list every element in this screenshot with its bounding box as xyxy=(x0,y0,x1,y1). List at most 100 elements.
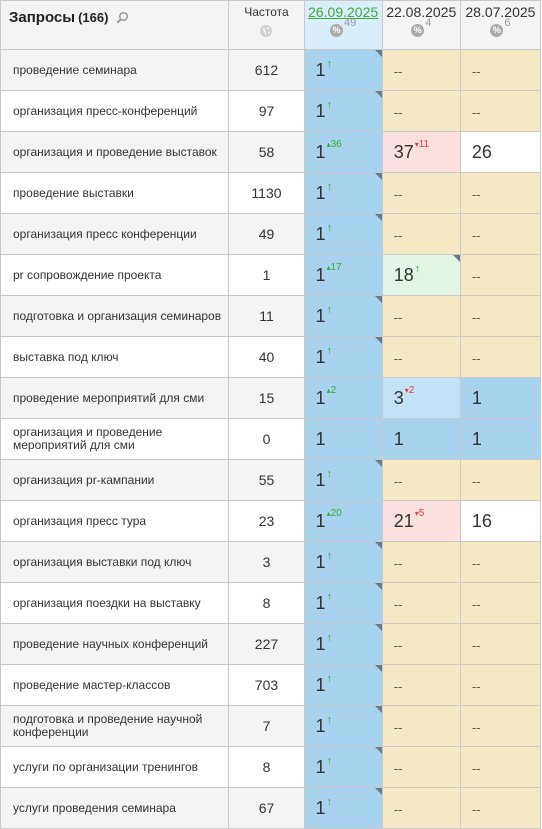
up-arrow-icon: ↑ xyxy=(326,631,333,644)
position-cell-date-2[interactable]: 37▾11 xyxy=(381,131,461,173)
query-cell[interactable]: услуги по организации тренингов xyxy=(0,746,230,788)
position-cell-date-2[interactable]: 21▾5 xyxy=(381,500,461,542)
query-cell[interactable]: проведение мастер-классов xyxy=(0,664,230,706)
position-cell-date-3[interactable]: 16 xyxy=(459,500,542,542)
position-cell-date-1[interactable]: 1↑ xyxy=(303,213,383,255)
table-row: организация и проведение мероприятий для… xyxy=(0,418,542,460)
position-cell-date-1[interactable]: 1↑ xyxy=(303,746,383,788)
position-cell-date-1[interactable]: 1↑ xyxy=(303,459,383,501)
query-cell[interactable]: подготовка и организация семинаров xyxy=(0,295,230,337)
globe-icon[interactable] xyxy=(260,25,273,37)
query-cell[interactable]: организация выставки под ключ xyxy=(0,541,230,583)
position-cell-date-2[interactable]: -- xyxy=(381,787,461,829)
position-cell-date-2[interactable]: -- xyxy=(381,623,461,665)
position-cell-date-3[interactable]: 1 xyxy=(459,418,542,460)
position-cell-date-3[interactable]: 1 xyxy=(459,377,542,419)
position-cell-date-2[interactable]: 18↑ xyxy=(381,254,461,296)
position-cell-date-2[interactable]: 3▾2 xyxy=(381,377,461,419)
position-cell-date-2[interactable]: -- xyxy=(381,746,461,788)
query-cell[interactable]: pr сопровождение проекта xyxy=(0,254,230,296)
position-cell-date-3[interactable]: 26 xyxy=(459,131,542,173)
position-cell-date-2[interactable]: -- xyxy=(381,582,461,624)
position-cell-date-3[interactable]: -- xyxy=(459,623,542,665)
position-cell-date-3[interactable]: -- xyxy=(459,746,542,788)
position-cell-date-2[interactable]: -- xyxy=(381,705,461,747)
position-cell-date-1[interactable]: 1↑ xyxy=(303,787,383,829)
date-column-3[interactable]: 28.07.2025 %6 xyxy=(459,0,542,50)
position-cell-date-3[interactable]: -- xyxy=(459,295,542,337)
position-cell-date-3[interactable]: -- xyxy=(459,787,542,829)
position-cell-date-2[interactable]: -- xyxy=(381,295,461,337)
position-cell-date-2[interactable]: -- xyxy=(381,459,461,501)
queries-header[interactable]: Запросы (166) xyxy=(0,0,230,50)
position-value: 26 xyxy=(471,141,492,162)
query-cell[interactable]: услуги проведения семинара xyxy=(0,787,230,829)
position-cell-date-3[interactable]: -- xyxy=(459,459,542,501)
position-cell-date-1[interactable]: 1↑ xyxy=(303,541,383,583)
query-cell[interactable]: проведение мероприятий для сми xyxy=(0,377,230,419)
corner-marker-icon xyxy=(374,747,382,754)
position-cell-date-1[interactable]: 1▴2 xyxy=(303,377,383,419)
position-cell-date-1[interactable]: 1↑ xyxy=(303,295,383,337)
position-cell-date-3[interactable]: -- xyxy=(459,541,542,583)
position-cell-date-1[interactable]: 1 xyxy=(303,418,383,460)
position-cell-date-3[interactable]: -- xyxy=(459,172,542,214)
query-cell[interactable]: организация пресс конференции xyxy=(0,213,230,255)
position-cell-date-3[interactable]: -- xyxy=(459,336,542,378)
query-cell[interactable]: организация pr-кампании xyxy=(0,459,230,501)
position-cell-date-2[interactable]: 1 xyxy=(381,418,461,460)
position-cell-date-1[interactable]: 1↑ xyxy=(303,582,383,624)
table-row: организация пресс-конференций 97 1↑ -- -- xyxy=(0,90,542,132)
query-cell[interactable]: выставка под ключ xyxy=(0,336,230,378)
query-cell[interactable]: проведение семинара xyxy=(0,49,230,91)
position-cell-date-2[interactable]: -- xyxy=(381,664,461,706)
triangle-down-icon: ▾ xyxy=(414,508,419,518)
query-cell[interactable]: проведение научных конференций xyxy=(0,623,230,665)
up-arrow-icon: ↑ xyxy=(326,180,333,193)
position-cell-date-2[interactable]: -- xyxy=(381,172,461,214)
position-cell-date-2[interactable]: -- xyxy=(381,49,461,91)
position-cell-date-3[interactable]: -- xyxy=(459,90,542,132)
percent-icon[interactable]: % xyxy=(411,23,425,37)
magnifier-icon[interactable] xyxy=(116,11,129,29)
position-value: 1 xyxy=(315,551,326,572)
position-cell-date-3[interactable]: -- xyxy=(459,582,542,624)
query-cell[interactable]: организация и проведение выставок xyxy=(0,131,230,173)
position-cell-date-2[interactable]: -- xyxy=(381,336,461,378)
position-cell-date-3[interactable]: -- xyxy=(459,49,542,91)
position-cell-date-1[interactable]: 1▴17 xyxy=(303,254,383,296)
position-cell-date-2[interactable]: -- xyxy=(381,541,461,583)
position-cell-date-3[interactable]: -- xyxy=(459,213,542,255)
position-cell-date-1[interactable]: 1↑ xyxy=(303,336,383,378)
position-cell-date-1[interactable]: 1▴36 xyxy=(303,131,383,173)
position-cell-date-1[interactable]: 1↑ xyxy=(303,90,383,132)
query-cell[interactable]: организация и проведение мероприятий для… xyxy=(0,418,230,460)
table-row: организация pr-кампании 55 1↑ -- -- xyxy=(0,459,542,501)
position-value: 1 xyxy=(315,141,326,162)
percent-icon[interactable]: % xyxy=(329,23,343,37)
query-cell[interactable]: организация поездки на выставку xyxy=(0,582,230,624)
position-cell-date-1[interactable]: 1▴20 xyxy=(303,500,383,542)
position-cell-date-1[interactable]: 1↑ xyxy=(303,705,383,747)
position-cell-date-1[interactable]: 1↑ xyxy=(303,623,383,665)
position-cell-date-1[interactable]: 1↑ xyxy=(303,49,383,91)
position-cell-date-2[interactable]: -- xyxy=(381,213,461,255)
query-cell[interactable]: проведение выставки xyxy=(0,172,230,214)
no-position: -- xyxy=(471,637,481,653)
position-cell-date-3[interactable]: -- xyxy=(459,664,542,706)
no-position: -- xyxy=(393,801,403,817)
frequency-header[interactable]: Частота xyxy=(228,0,305,50)
position-cell-date-1[interactable]: 1↑ xyxy=(303,664,383,706)
position-cell-date-1[interactable]: 1↑ xyxy=(303,172,383,214)
query-cell[interactable]: организация пресс-конференций xyxy=(0,90,230,132)
date-column-2[interactable]: 22.08.2025 %4 xyxy=(381,0,461,50)
date-1-link[interactable]: 26.09.2025 xyxy=(308,4,379,20)
delta-value: 20 xyxy=(330,507,342,519)
position-cell-date-3[interactable]: -- xyxy=(459,254,542,296)
position-cell-date-3[interactable]: -- xyxy=(459,705,542,747)
position-cell-date-2[interactable]: -- xyxy=(381,90,461,132)
percent-icon[interactable]: % xyxy=(490,23,504,37)
date-column-1[interactable]: 26.09.2025 %49 xyxy=(303,0,383,50)
query-cell[interactable]: подготовка и проведение научной конферен… xyxy=(0,705,230,747)
query-cell[interactable]: организация пресс тура xyxy=(0,500,230,542)
